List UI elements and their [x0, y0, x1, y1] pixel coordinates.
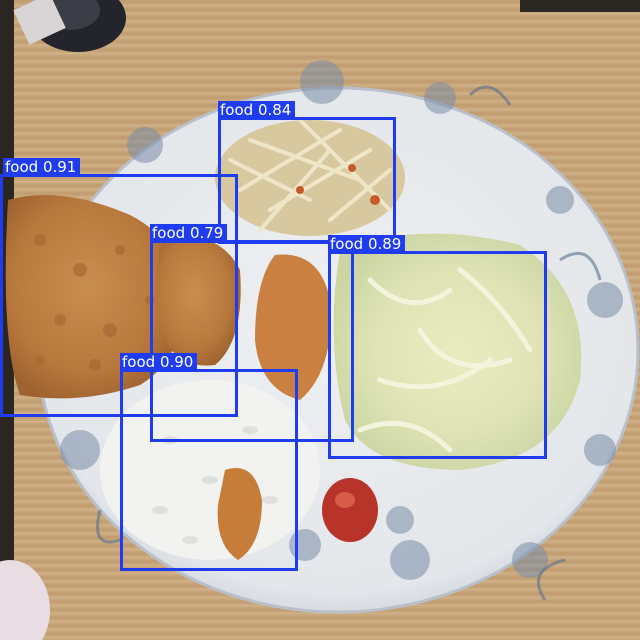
detection-score: 0.91: [42, 158, 77, 176]
detection-box: food 0.90: [120, 353, 298, 571]
white-rice: [100, 380, 320, 560]
fried-cutlet-right: [255, 254, 331, 400]
detection-class: food: [5, 158, 39, 176]
sauce-shine: [335, 492, 355, 508]
detection-class: food: [122, 353, 156, 371]
detection-label: food 0.90: [120, 353, 198, 371]
detection-label: food 0.91: [3, 158, 81, 176]
detection-label: food 0.89: [328, 235, 406, 253]
napkin: [13, 0, 66, 45]
detection-box: food 0.91: [0, 158, 238, 417]
fried-cutlet-middle: [156, 234, 241, 366]
detection-label: food 0.84: [218, 101, 296, 119]
cabbage-shreds: [357, 267, 533, 453]
fried-piece-on-rice: [217, 468, 262, 560]
detection-class: food: [330, 235, 364, 253]
detection-label: food 0.79: [150, 224, 228, 242]
detection-box: food 0.89: [328, 235, 547, 459]
detection-score: 0.79: [189, 224, 224, 242]
plate-swirls: [96, 85, 602, 601]
red-sauce: [322, 478, 378, 542]
detection-box: food 0.79: [150, 224, 354, 442]
detection-score: 0.90: [159, 353, 194, 371]
detection-class: food: [152, 224, 186, 242]
shredded-cabbage: [333, 233, 582, 470]
top-right-edge: [520, 0, 640, 12]
bean-sprouts: [215, 118, 405, 236]
detection-class: food: [220, 101, 254, 119]
detection-box: food 0.84: [218, 101, 396, 244]
cloth: [0, 560, 50, 640]
fried-cutlet-left: [5, 195, 186, 399]
rice-grains: [152, 426, 278, 544]
cutlet-texture: [34, 234, 155, 371]
detection-score: 0.89: [367, 235, 402, 253]
detection-score: 0.84: [257, 101, 292, 119]
